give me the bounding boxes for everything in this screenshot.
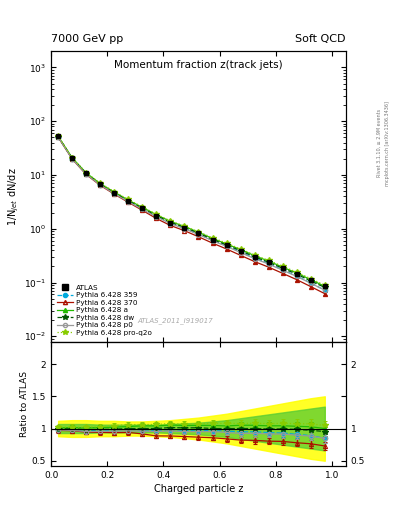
Text: ATLAS_2011_I919017: ATLAS_2011_I919017 [137, 317, 213, 324]
Text: 7000 GeV pp: 7000 GeV pp [51, 33, 123, 44]
Text: mcplots.cern.ch [arXiv:1306.3436]: mcplots.cern.ch [arXiv:1306.3436] [385, 101, 389, 186]
X-axis label: Charged particle z: Charged particle z [154, 484, 243, 494]
Text: Rivet 3.1.10, ≥ 2.9M events: Rivet 3.1.10, ≥ 2.9M events [377, 109, 382, 178]
Y-axis label: Ratio to ATLAS: Ratio to ATLAS [20, 371, 29, 437]
Y-axis label: 1/N$_{jet}$ dN/dz: 1/N$_{jet}$ dN/dz [7, 167, 21, 226]
Text: Momentum fraction z(track jets): Momentum fraction z(track jets) [114, 60, 283, 70]
Text: Soft QCD: Soft QCD [296, 33, 346, 44]
Legend: ATLAS, Pythia 6.428 359, Pythia 6.428 370, Pythia 6.428 a, Pythia 6.428 dw, Pyth: ATLAS, Pythia 6.428 359, Pythia 6.428 37… [55, 283, 154, 338]
